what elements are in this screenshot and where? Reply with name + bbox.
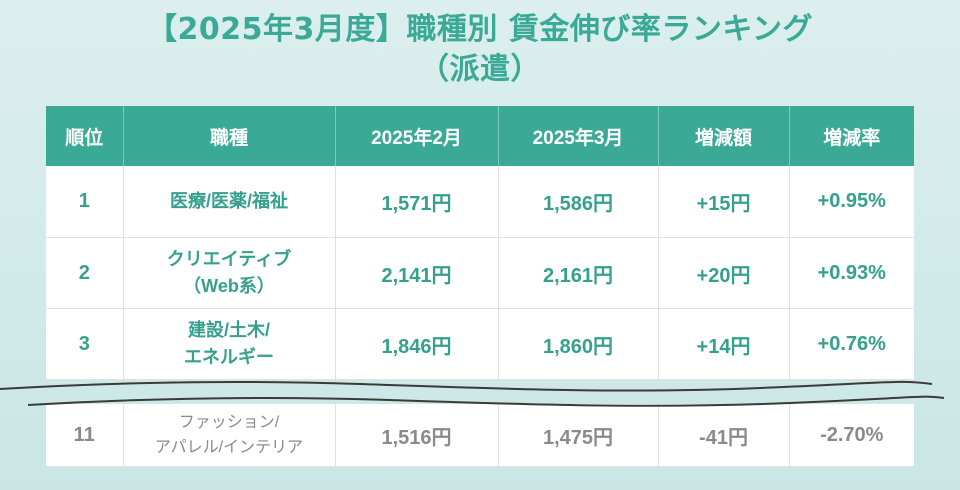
mar-wage-cell: 2,161円	[498, 237, 659, 309]
diff-cell: +15円	[658, 166, 790, 238]
header-mar: 2025年3月	[498, 106, 659, 166]
omission-wave-lines	[0, 380, 945, 407]
job-cell: クリエイティブ （Web系）	[123, 237, 336, 309]
mar-wage-cell: 1,475円	[498, 404, 659, 467]
table-row: 2 クリエイティブ （Web系） 2,141円 2,161円 +20円 +0.93…	[46, 237, 914, 309]
mar-wage-cell: 1,586円	[498, 166, 659, 238]
mar-wage-cell: 1,860円	[498, 308, 659, 380]
diff-cell: +20円	[658, 237, 790, 309]
header-diff: 増減額	[658, 106, 790, 166]
rank-cell: 2	[46, 237, 124, 309]
job-cell: ファッション/アパレル/インテリア	[123, 404, 336, 467]
job-line-1: 建設/土木/	[187, 320, 270, 340]
rank-cell: 3	[46, 308, 124, 380]
wave-line-upper	[0, 380, 933, 392]
diff-cell: +14円	[658, 308, 790, 380]
table-row-omitted: 11 ファッション/アパレル/インテリア 1,516円 1,475円 -41円 …	[46, 404, 914, 467]
table-header-row: 順位 職種 2025年2月 2025年3月 増減額 増減率	[46, 106, 914, 166]
job-line-2: （Web系）	[183, 276, 275, 296]
ranking-table: 順位 職種 2025年2月 2025年3月 増減額 増減率 1 医療/医薬/福祉…	[46, 106, 914, 467]
wave-line-lower	[27, 395, 945, 407]
page-title: 【2025年3月度】職種別 賃金伸び率ランキング	[147, 12, 813, 47]
rate-cell: +0.93%	[789, 237, 914, 309]
feb-wage-cell: 1,846円	[335, 308, 499, 380]
feb-wage-cell: 1,516円	[335, 404, 499, 467]
diff-cell: -41円	[658, 404, 790, 467]
job-line-2: アパレル/インテリア	[154, 439, 304, 456]
page-subtitle: （派遣）	[419, 52, 541, 87]
header-job: 職種	[123, 106, 336, 166]
job-line-2: エネルギー	[184, 347, 274, 367]
table-row: 3 建設/土木/エネルギー 1,846円 1,860円 +14円 +0.76%	[46, 308, 914, 380]
job-line-1: 医療/医薬/福祉	[169, 191, 288, 211]
rate-cell: +0.76%	[789, 308, 914, 380]
rate-cell: +0.95%	[789, 166, 914, 238]
feb-wage-cell: 2,141円	[335, 237, 499, 309]
job-cell: 医療/医薬/福祉	[123, 166, 336, 238]
job-line-1: クリエイティブ	[166, 249, 292, 269]
header-rank: 順位	[46, 106, 124, 166]
table-row: 1 医療/医薬/福祉 1,571円 1,586円 +15円 +0.95%	[46, 166, 914, 238]
feb-wage-cell: 1,571円	[335, 166, 499, 238]
header-rate: 増減率	[789, 106, 914, 166]
rank-cell: 1	[46, 166, 124, 238]
job-line-1: ファッション/	[178, 414, 280, 431]
rank-cell: 11	[46, 404, 124, 467]
rate-cell: -2.70%	[789, 404, 914, 467]
job-cell: 建設/土木/エネルギー	[123, 308, 336, 380]
header-feb: 2025年2月	[335, 106, 499, 166]
